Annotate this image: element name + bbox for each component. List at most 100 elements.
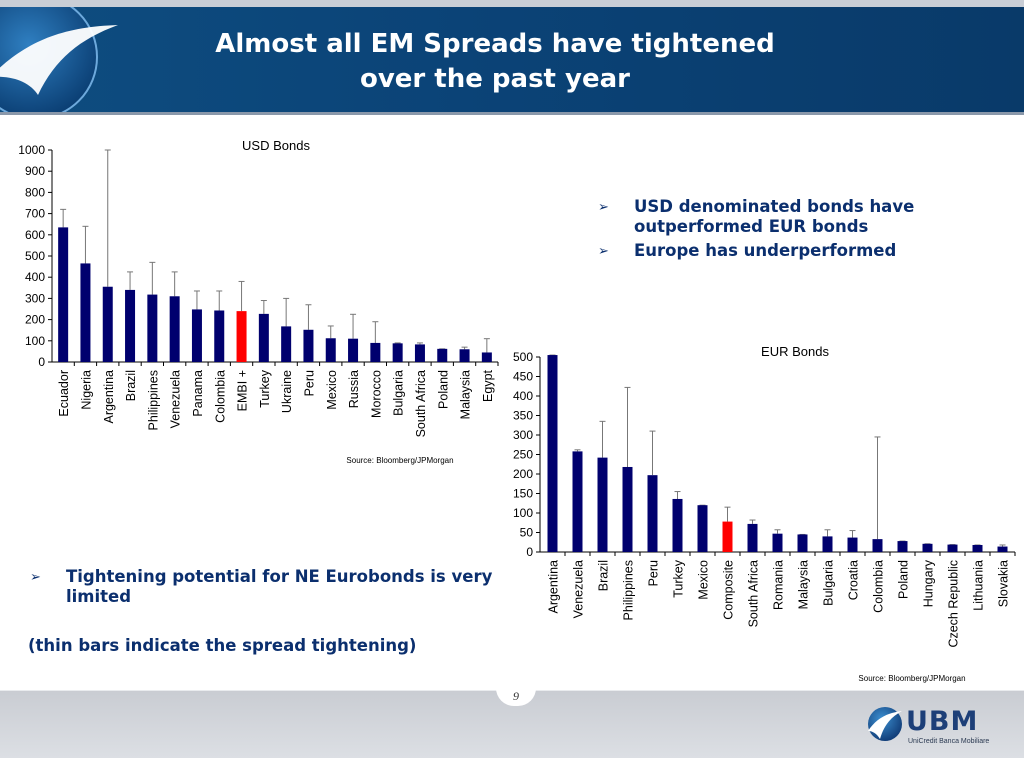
x-category-label: Slovakia: [997, 560, 1011, 607]
left-bullet-list: ➢ Tightening potential for NE Eurobonds …: [30, 567, 510, 611]
x-category-label: Venezuela: [169, 370, 183, 428]
x-category-label: Brazil: [597, 560, 611, 591]
bullet-text: Europe has underperformed: [634, 241, 897, 260]
x-category-label: Hungary: [922, 559, 936, 607]
spread-bar: [414, 344, 425, 362]
x-category-label: Poland: [897, 560, 911, 599]
spread-bar: [481, 352, 492, 362]
chart-title: USD Bonds: [242, 138, 310, 153]
spread-bar: [822, 536, 833, 552]
bullet-text: USD denominated bonds have outperformed …: [634, 197, 915, 236]
spread-bar: [147, 294, 158, 362]
bullet-europe-underperformed: ➢ Europe has underperformed: [598, 241, 998, 261]
spread-bar: [258, 313, 269, 362]
bullet-text: Tightening potential for NE Eurobonds is…: [66, 567, 493, 606]
spread-bar: [214, 310, 225, 362]
spread-bar: [281, 326, 292, 362]
x-category-label: Bulgaria: [822, 560, 836, 606]
chart-title: EUR Bonds: [761, 344, 829, 359]
y-tick-label: 500: [513, 350, 533, 364]
y-tick-label: 700: [25, 207, 45, 221]
title-line-2: over the past year: [359, 64, 630, 94]
y-tick-label: 150: [513, 487, 533, 501]
spread-bar: [572, 451, 583, 552]
y-tick-label: 450: [513, 370, 533, 384]
spread-bar: [647, 475, 658, 552]
x-category-label: Morocco: [369, 370, 383, 418]
spread-bar: [325, 338, 336, 362]
logo-subtitle: UniCredit Banca Mobiliare: [908, 738, 990, 745]
spread-bar: [303, 329, 314, 362]
x-category-label: Czech Republic: [947, 560, 961, 648]
spread-bar: [191, 309, 202, 362]
spread-bar: [672, 498, 683, 552]
spread-bar: [872, 539, 883, 552]
y-tick-label: 300: [25, 291, 45, 305]
x-category-label: Russia: [347, 370, 361, 408]
spread-bar: [972, 544, 983, 552]
spread-bar: [392, 343, 403, 362]
spread-bar: [459, 349, 470, 362]
y-tick-label: 200: [25, 313, 45, 327]
header-rule: [0, 112, 1024, 115]
x-category-label: Nigeria: [79, 370, 93, 410]
y-tick-label: 350: [513, 409, 533, 423]
spread-bar: [125, 289, 136, 362]
x-category-label: Peru: [302, 370, 316, 396]
spread-bar: [622, 466, 633, 552]
thin-bars-note: (thin bars indicate the spread tightenin…: [28, 636, 417, 655]
x-category-label: South Africa: [747, 560, 761, 627]
ubm-globe-icon: [868, 707, 902, 741]
bullet-tightening-potential: ➢ Tightening potential for NE Eurobonds …: [30, 567, 510, 607]
y-tick-label: 0: [526, 545, 533, 559]
y-tick-label: 100: [25, 334, 45, 348]
chart-source: Source: Bloomberg/JPMorgan: [346, 456, 453, 465]
arrow-bullet-icon: ➢: [598, 200, 609, 215]
y-tick-label: 250: [513, 448, 533, 462]
title-line-1: Almost all EM Spreads have tightened: [215, 29, 775, 59]
spread-bar: [370, 342, 381, 362]
y-tick-label: 1000: [18, 143, 45, 157]
usd-bonds-chart: USD Bonds Source: Bloomberg/JPMorgan 0 100 2…: [18, 138, 499, 465]
x-category-label: Philippines: [146, 370, 160, 430]
spread-bar: [597, 457, 608, 552]
spread-bar: [58, 227, 69, 362]
arrow-bullet-icon: ➢: [598, 244, 609, 259]
y-tick-label: 500: [25, 249, 45, 263]
spread-bar: [847, 537, 858, 552]
x-category-label: South Africa: [414, 370, 428, 437]
x-category-label: Turkey: [258, 369, 272, 407]
x-category-label: Composite: [722, 560, 736, 620]
x-category-label: Argentina: [102, 370, 116, 424]
highlight-bar: [722, 521, 733, 552]
y-tick-label: 400: [513, 389, 533, 403]
spread-bar: [747, 523, 758, 552]
spread-bar: [169, 296, 180, 362]
x-category-label: Mexico: [697, 560, 711, 600]
x-category-label: Peru: [647, 560, 661, 586]
y-tick-label: 200: [513, 467, 533, 481]
x-category-label: Colombia: [872, 560, 886, 613]
spread-bar: [997, 546, 1008, 552]
arrow-bullet-icon: ➢: [30, 570, 41, 585]
x-category-label: Poland: [436, 370, 450, 409]
x-category-label: Colombia: [213, 370, 227, 423]
spread-bar: [80, 263, 91, 362]
y-tick-label: 300: [513, 428, 533, 442]
highlight-bar: [236, 311, 247, 362]
y-tick-label: 800: [25, 185, 45, 199]
ubm-logo: UBM UniCredit Banca Mobiliare: [866, 702, 996, 752]
y-tick-label: 100: [513, 506, 533, 520]
logo-wordmark: UBM: [906, 706, 979, 737]
x-category-label: Bulgaria: [392, 370, 406, 416]
x-category-label: Philippines: [622, 560, 636, 620]
x-category-label: Venezuela: [572, 560, 586, 618]
spread-bar: [922, 543, 933, 552]
x-category-label: Croatia: [847, 560, 861, 600]
chart-source: Source: Bloomberg/JPMorgan: [858, 674, 965, 683]
y-tick-label: 400: [25, 270, 45, 284]
spread-bar: [102, 286, 113, 362]
spread-bar: [437, 348, 448, 362]
x-category-label: Romania: [772, 560, 786, 610]
x-category-label: Malaysia: [797, 560, 811, 609]
